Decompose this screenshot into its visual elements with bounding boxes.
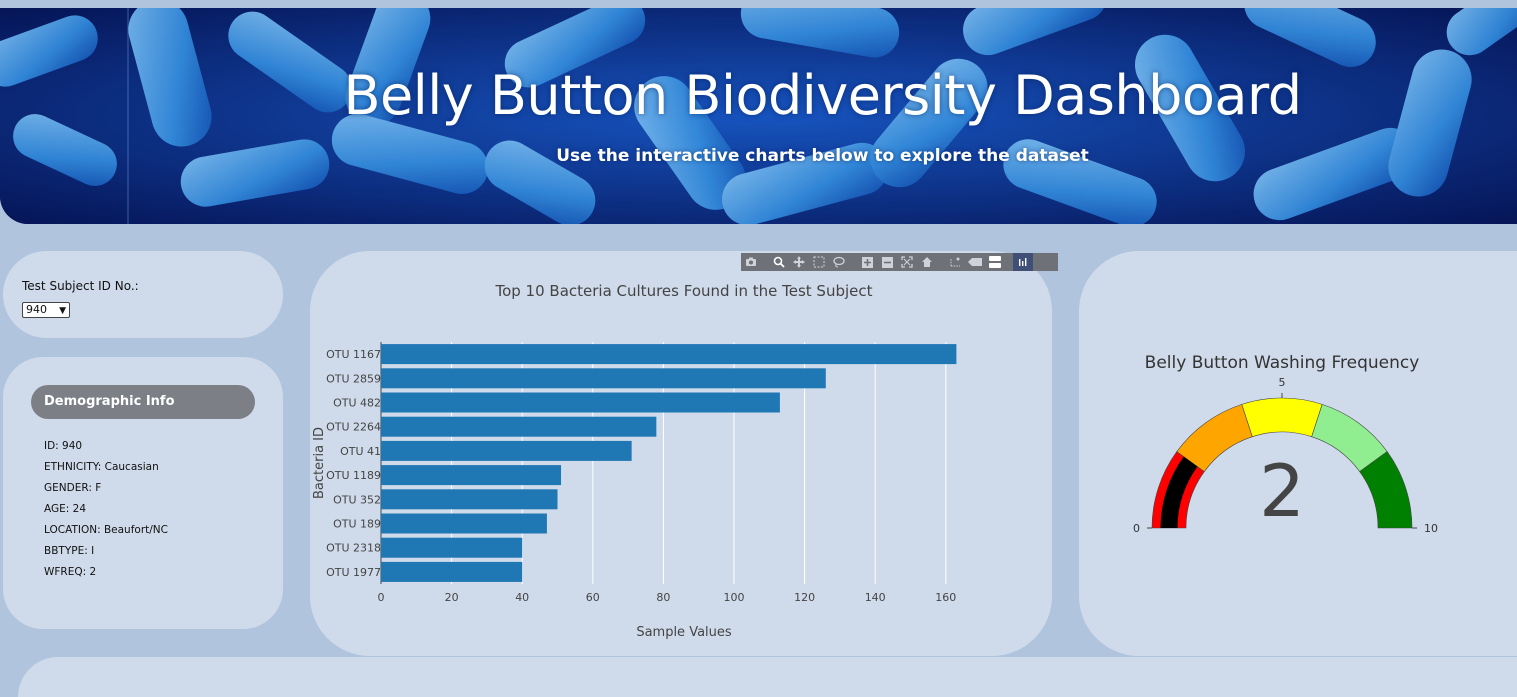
y-tick-label: OTU 482 (333, 397, 381, 410)
bar[interactable] (381, 537, 523, 558)
x-tick-label: 80 (656, 591, 670, 604)
plotly-logo-icon[interactable] (1013, 253, 1033, 271)
bar[interactable] (381, 368, 826, 389)
demographic-bbtype: BBTYPE: I (44, 545, 95, 557)
bar[interactable] (381, 513, 547, 534)
gauge-chart: Belly Button Washing Frequency 0 5 10 2 (1133, 353, 1438, 535)
y-tick-label: OTU 189 (333, 518, 381, 531)
demographic-info-heading: Demographic Info (31, 385, 255, 419)
gauge-value: 2 (1259, 449, 1305, 533)
y-tick-label: OTU 352 (333, 493, 381, 506)
y-axis-title: Bacteria ID (312, 427, 327, 499)
x-tick-label: 100 (724, 591, 745, 604)
bar-chart[interactable]: Top 10 Bacteria Cultures Found in the Te… (310, 270, 1052, 650)
bottom-panel (18, 657, 1517, 697)
y-tick-label: OTU 2318 (326, 542, 381, 555)
hover-compare-icon[interactable] (985, 253, 1005, 271)
demographic-id: ID: 940 (44, 440, 83, 452)
autoscale-icon[interactable] (897, 253, 917, 271)
bar[interactable] (381, 344, 957, 365)
demographic-location: LOCATION: Beaufort/NC (44, 524, 168, 536)
y-tick-label: OTU 1167 (326, 348, 381, 361)
bar[interactable] (381, 416, 657, 437)
demographic-gender: GENDER: F (44, 482, 102, 494)
box-select-icon[interactable] (809, 253, 829, 271)
x-tick-label: 120 (794, 591, 815, 604)
y-tick-label: OTU 2264 (326, 421, 381, 434)
demographic-wfreq: WFREQ: 2 (44, 566, 97, 578)
test-subject-label: Test Subject ID No.: (22, 279, 139, 293)
x-tick-label: 160 (935, 591, 956, 604)
x-tick-label: 20 (445, 591, 459, 604)
demographic-ethnicity: ETHNICITY: Caucasian (44, 461, 159, 473)
reset-axes-icon[interactable] (917, 253, 937, 271)
bar[interactable] (381, 489, 558, 510)
demographic-info-list: ID: 940 ETHNICITY: Caucasian GENDER: F A… (44, 439, 168, 586)
bar[interactable] (381, 561, 523, 582)
gauge-title: Belly Button Washing Frequency (1145, 353, 1420, 373)
y-tick-label: OTU 1189 (326, 469, 381, 482)
y-tick-label: OTU 2859 (326, 372, 381, 385)
gauge-value-bar (1160, 456, 1198, 528)
bar[interactable] (381, 392, 780, 413)
zoom-icon[interactable] (769, 253, 789, 271)
page-title: Belly Button Biodiversity Dashboard (343, 64, 1302, 127)
chart-title: Top 10 Bacteria Cultures Found in the Te… (494, 282, 872, 300)
camera-icon[interactable] (741, 253, 761, 271)
y-tick-label: OTU 1977 (326, 566, 381, 579)
gauge-step (1241, 397, 1323, 438)
gauge-tick-label: 5 (1279, 376, 1286, 389)
chart-modebar (741, 253, 1058, 271)
bar[interactable] (381, 440, 632, 461)
x-tick-label: 40 (515, 591, 529, 604)
chevron-down-icon: ▼ (59, 306, 66, 316)
selector-panel (3, 251, 283, 338)
test-subject-select[interactable]: 940 ▼ (22, 302, 70, 318)
gauge-tick-label: 0 (1133, 522, 1140, 535)
bacteria-banner-image (0, 8, 1517, 224)
gauge-step (1359, 451, 1413, 529)
x-tick-label: 60 (586, 591, 600, 604)
lasso-icon[interactable] (829, 253, 849, 271)
demographic-age: AGE: 24 (44, 503, 87, 515)
header-banner (0, 8, 1517, 224)
zoom-out-icon[interactable] (877, 253, 897, 271)
x-axis-title: Sample Values (636, 625, 732, 640)
page-subtitle: Use the interactive charts below to expl… (556, 146, 1089, 166)
gauge-tick-label: 10 (1424, 522, 1438, 535)
gauge-panel (1079, 251, 1517, 656)
spike-lines-icon[interactable] (945, 253, 965, 271)
test-subject-select-value: 940 (26, 303, 47, 316)
bar[interactable] (381, 465, 562, 486)
pan-icon[interactable] (789, 253, 809, 271)
zoom-in-icon[interactable] (857, 253, 877, 271)
hover-closest-icon[interactable] (965, 253, 985, 271)
x-tick-label: 0 (378, 591, 385, 604)
y-tick-label: OTU 41 (340, 445, 381, 458)
x-tick-label: 140 (865, 591, 886, 604)
